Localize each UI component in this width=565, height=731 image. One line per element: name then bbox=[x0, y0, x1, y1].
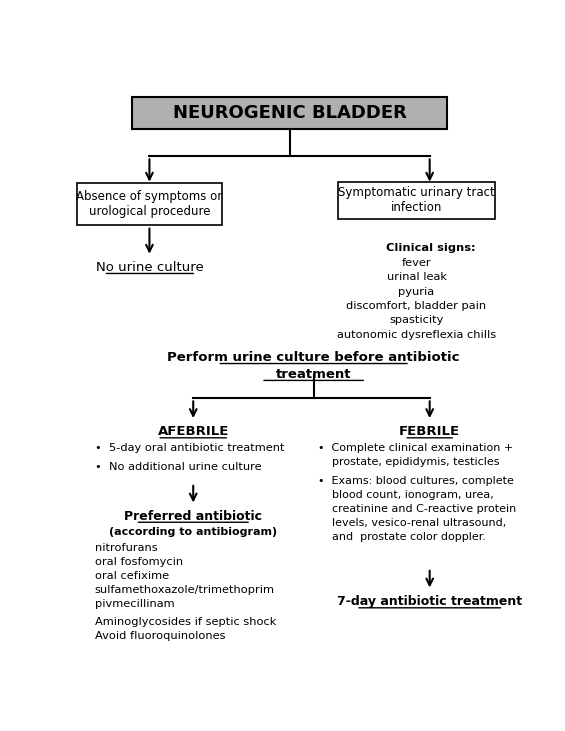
Text: Perform urine culture before antibiotic
treatment: Perform urine culture before antibiotic … bbox=[167, 351, 460, 381]
FancyBboxPatch shape bbox=[77, 183, 221, 225]
Text: FEBRILE: FEBRILE bbox=[399, 425, 460, 439]
Text: •  Complete clinical examination +
    prostate, epididymis, testicles: • Complete clinical examination + prosta… bbox=[318, 444, 513, 467]
Text: Preferred antibiotic: Preferred antibiotic bbox=[124, 510, 262, 523]
Text: •  No additional urine culture: • No additional urine culture bbox=[95, 462, 262, 472]
Text: (according to antibiogram): (according to antibiogram) bbox=[109, 527, 277, 537]
Text: fever
urinal leak
pyuria
discomfort, bladder pain
spasticity
autonomic dysreflex: fever urinal leak pyuria discomfort, bla… bbox=[337, 258, 496, 340]
Text: •  5-day oral antibiotic treatment: • 5-day oral antibiotic treatment bbox=[95, 444, 284, 453]
Text: Symptomatic urinary tract
infection: Symptomatic urinary tract infection bbox=[338, 186, 495, 214]
Text: NEUROGENIC BLADDER: NEUROGENIC BLADDER bbox=[173, 104, 406, 122]
Text: AFEBRILE: AFEBRILE bbox=[158, 425, 229, 439]
Text: Aminoglycosides if septic shock
Avoid fluoroquinolones: Aminoglycosides if septic shock Avoid fl… bbox=[95, 617, 276, 641]
FancyBboxPatch shape bbox=[338, 182, 496, 219]
FancyBboxPatch shape bbox=[132, 96, 447, 129]
Text: No urine culture: No urine culture bbox=[95, 261, 203, 274]
Text: nitrofurans
oral fosfomycin
oral cefixime
sulfamethoxazole/trimethoprim
pivmecil: nitrofurans oral fosfomycin oral cefixim… bbox=[95, 542, 275, 608]
Text: Absence of symptoms or
urological procedure: Absence of symptoms or urological proced… bbox=[76, 190, 223, 219]
Text: Clinical signs:: Clinical signs: bbox=[386, 243, 476, 252]
Text: 7-day antibiotic treatment: 7-day antibiotic treatment bbox=[337, 596, 522, 608]
Text: •  Exams: blood cultures, complete
    blood count, ionogram, urea,
    creatini: • Exams: blood cultures, complete blood … bbox=[318, 476, 516, 542]
